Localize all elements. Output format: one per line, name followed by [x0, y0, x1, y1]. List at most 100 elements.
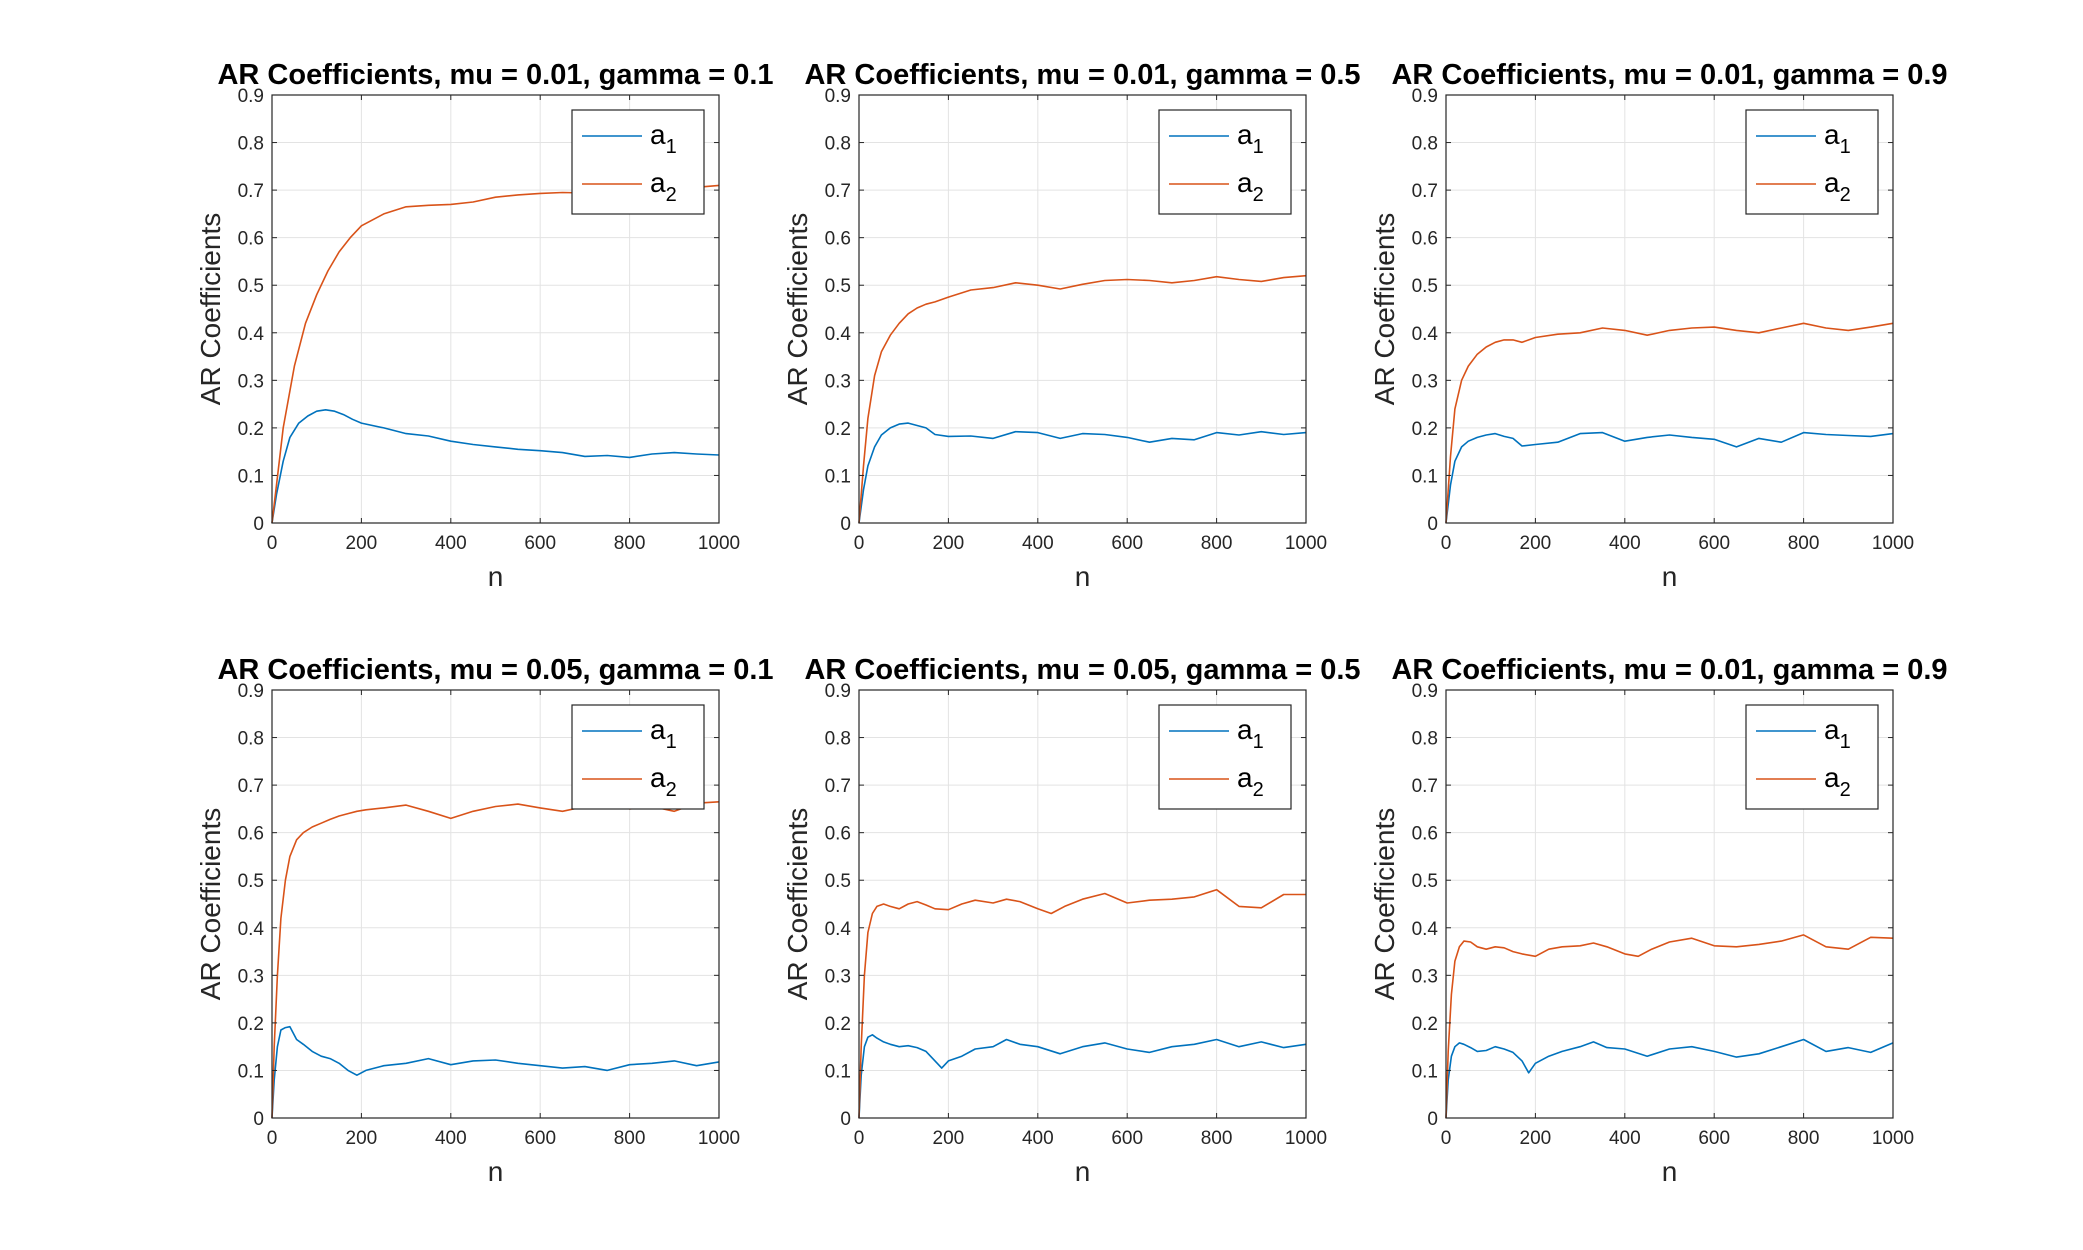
y-tick-label: 0.6: [238, 824, 264, 845]
y-tick-label: 0.6: [1412, 229, 1438, 250]
chart-title: AR Coefficients, mu = 0.05, gamma = 0.1: [217, 654, 773, 686]
x-axis-label: n: [1662, 1156, 1678, 1187]
y-tick-label: 0.9: [825, 86, 851, 107]
y-axis-label: AR Coefficients: [782, 213, 813, 405]
legend-entry-a1: a1: [1237, 119, 1264, 158]
legend-box: [571, 704, 705, 810]
legend-box: [571, 109, 705, 215]
series-line-a1: [1445, 431, 1894, 524]
y-tick-label: 0.5: [238, 276, 264, 297]
x-axis-label: n: [1075, 561, 1091, 592]
chart-panel-4: 0 200 400 600 800 1000 0 0.1 0.2 0.3 0.4 0.5 0.6 0.7 0…: [195, 654, 774, 1187]
legend-entry-a2: a2: [650, 167, 677, 206]
legend-box: [1158, 109, 1292, 215]
y-tick-label: 0.7: [1412, 181, 1438, 202]
y-tick-label: 0.6: [1412, 824, 1438, 845]
x-tick-label: 0: [1441, 1128, 1452, 1149]
series-line-a1: [858, 422, 1307, 524]
series-line-a1: [1445, 1038, 1894, 1119]
x-tick-label: 800: [1201, 533, 1233, 554]
y-tick-label: 0.9: [238, 681, 264, 702]
y-tick-label: 0.8: [825, 729, 851, 750]
chart-panel-3: 0 200 400 600 800 1000 0 0.1 0.2 0.3 0.4 0.5 0.6 0.7 0…: [1369, 59, 1948, 592]
x-tick-label: 800: [1201, 1128, 1233, 1149]
x-tick-label: 600: [1111, 533, 1143, 554]
legend-entry-a1: a1: [650, 119, 677, 158]
y-tick-label: 0.7: [1412, 776, 1438, 797]
y-tick-label: 0: [1427, 514, 1438, 535]
y-tick-label: 0.8: [825, 134, 851, 155]
x-tick-label: 800: [1788, 533, 1820, 554]
x-tick-label: 200: [346, 1128, 378, 1149]
y-tick-label: 0.7: [238, 181, 264, 202]
chart-title: AR Coefficients, mu = 0.01, gamma = 0.1: [217, 59, 773, 91]
axes-box: [858, 94, 1307, 524]
y-tick-label: 0.6: [825, 229, 851, 250]
y-tick-label: 0.4: [1412, 919, 1439, 940]
y-tick-label: 0: [253, 1109, 264, 1130]
series-line-a2: [858, 888, 1306, 1119]
x-tick-label: 800: [1788, 1128, 1820, 1149]
x-tick-label: 400: [1609, 1128, 1641, 1149]
y-tick-label: 0.2: [238, 1014, 264, 1035]
y-tick-label: 0.2: [238, 419, 264, 440]
y-tick-label: 0.1: [1412, 1061, 1438, 1082]
x-axis-label: n: [488, 561, 504, 592]
legend-entry-a2: a2: [1237, 167, 1264, 206]
y-tick-label: 0: [253, 514, 264, 535]
x-tick-label: 400: [1022, 1128, 1054, 1149]
x-tick-label: 400: [1022, 533, 1054, 554]
y-tick-label: 0.9: [238, 86, 264, 107]
y-tick-label: 0.8: [1412, 729, 1438, 750]
x-tick-label: 800: [614, 1128, 646, 1149]
y-tick-label: 0.3: [825, 966, 851, 987]
y-tick-label: 0.5: [825, 871, 851, 892]
y-axis-label: AR Coefficients: [782, 808, 813, 1000]
chart-title: AR Coefficients, mu = 0.01, gamma = 0.9: [1391, 59, 1947, 91]
y-tick-label: 0.8: [238, 134, 264, 155]
y-tick-label: 0.8: [1412, 134, 1438, 155]
legend-entry-a2: a2: [1824, 762, 1851, 801]
chart-panel-1: 0 200 400 600 800 1000 0 0.1 0.2 0.3 0.4 0.5 0.6 0.7 0…: [195, 59, 774, 592]
y-axis-label: AR Coefficients: [195, 808, 226, 1000]
y-tick-label: 0.5: [1412, 276, 1438, 297]
legend-box: [1158, 704, 1292, 810]
x-tick-label: 200: [933, 533, 965, 554]
y-tick-label: 0.3: [825, 371, 851, 392]
x-tick-label: 400: [435, 1128, 467, 1149]
y-axis-label: AR Coefficients: [1369, 808, 1400, 1000]
legend-entry-a2: a2: [1824, 167, 1851, 206]
y-tick-label: 0.2: [1412, 1014, 1438, 1035]
y-tick-label: 0.1: [238, 1061, 264, 1082]
legend-box: [1745, 704, 1879, 810]
x-tick-label: 600: [1698, 533, 1730, 554]
x-tick-label: 1000: [1285, 1128, 1327, 1149]
y-tick-label: 0.1: [1412, 466, 1438, 487]
x-tick-label: 1000: [1285, 533, 1327, 554]
chart-panel-6: 0 200 400 600 800 1000 0 0.1 0.2 0.3 0.4 0.5 0.6 0.7 0…: [1369, 654, 1948, 1187]
y-tick-label: 0: [840, 1109, 851, 1130]
x-tick-label: 400: [435, 533, 467, 554]
y-axis-label: AR Coefficients: [195, 213, 226, 405]
chart-panel-5: 0 200 400 600 800 1000 0 0.1 0.2 0.3 0.4 0.5 0.6 0.7 0…: [782, 654, 1361, 1187]
y-tick-label: 0.4: [825, 324, 852, 345]
chart-panel-2: 0 200 400 600 800 1000 0 0.1 0.2 0.3 0.4 0.5 0.6 0.7 0…: [782, 59, 1361, 592]
series-line-a1: [858, 1034, 1307, 1119]
x-tick-label: 600: [1698, 1128, 1730, 1149]
y-tick-label: 0.4: [825, 919, 852, 940]
y-tick-label: 0.2: [825, 419, 851, 440]
x-axis-label: n: [1075, 1156, 1091, 1187]
x-tick-label: 600: [1111, 1128, 1143, 1149]
x-tick-label: 0: [267, 533, 278, 554]
axes-box: [858, 689, 1307, 1119]
y-axis-label: AR Coefficients: [1369, 213, 1400, 405]
y-tick-label: 0.3: [238, 966, 264, 987]
y-tick-label: 0.6: [238, 229, 264, 250]
y-tick-label: 0.1: [825, 466, 851, 487]
y-tick-label: 0.6: [825, 824, 851, 845]
x-axis-label: n: [488, 1156, 504, 1187]
y-tick-label: 0.9: [1412, 86, 1438, 107]
